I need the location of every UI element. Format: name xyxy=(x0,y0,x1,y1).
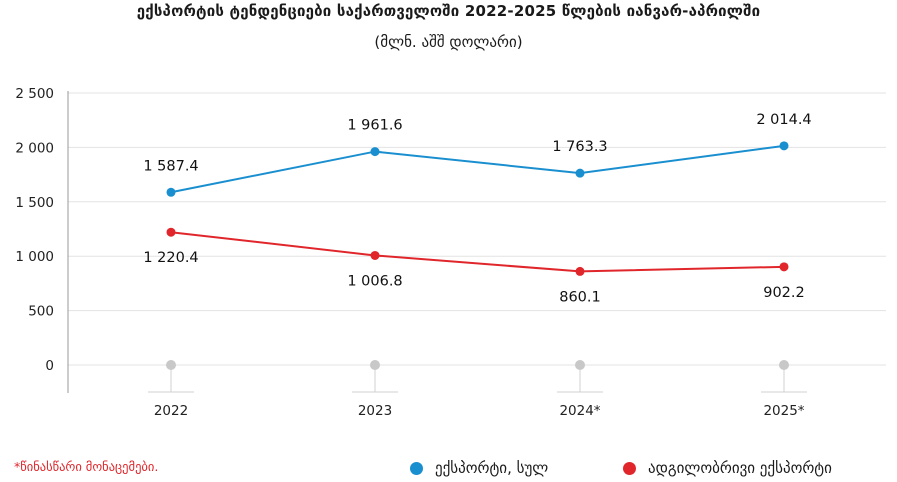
legend-label-domestic: ადგილობრივი ექსპორტი xyxy=(648,459,832,477)
legend-label-total: ექსპორტი, სულ xyxy=(435,459,549,477)
x-tick-label: 2024* xyxy=(559,403,600,419)
zero-marker xyxy=(575,360,585,370)
data-label: 860.1 xyxy=(559,289,601,305)
chart-title: ექსპორტის ტენდენციები საქართველოში 2022-… xyxy=(136,2,761,20)
data-point xyxy=(370,147,380,157)
data-label: 1 587.4 xyxy=(143,158,198,174)
legend-item-total: ექსპორტი, სულ xyxy=(410,459,548,477)
zero-marker xyxy=(370,360,380,370)
x-tick-label: 2025* xyxy=(763,403,804,419)
y-tick-label: 500 xyxy=(28,304,54,320)
y-tick-label: 1 500 xyxy=(15,195,54,211)
x-tick-label: 2023 xyxy=(358,403,392,419)
data-label: 1 763.3 xyxy=(552,139,607,155)
data-point xyxy=(166,227,176,237)
footnote: *წინასწარი მონაცემები. xyxy=(14,459,159,474)
data-point xyxy=(779,141,789,151)
data-point xyxy=(575,266,585,276)
x-tick-label: 2022 xyxy=(154,403,188,419)
data-point xyxy=(575,168,585,178)
data-point xyxy=(166,187,176,197)
data-label: 1 220.4 xyxy=(143,250,198,266)
data-point xyxy=(370,250,380,260)
legend-item-domestic: ადგილობრივი ექსპორტი xyxy=(623,459,832,477)
data-label: 1 961.6 xyxy=(347,118,402,134)
legend-marker-domestic xyxy=(623,461,636,475)
series-line-1 xyxy=(170,231,785,273)
zero-marker xyxy=(166,360,176,370)
y-tick-label: 2 000 xyxy=(15,140,54,156)
legend-marker-total xyxy=(410,461,423,475)
y-tick-label: 0 xyxy=(45,358,54,374)
data-label: 2 014.4 xyxy=(756,112,811,128)
y-tick-label: 1 000 xyxy=(15,249,54,265)
y-tick-label: 2 500 xyxy=(15,86,54,102)
series-line-0 xyxy=(170,144,785,194)
data-label: 1 006.8 xyxy=(347,273,402,289)
data-point xyxy=(779,262,789,272)
chart-subtitle: (მლნ. აშშ დოლარი) xyxy=(374,33,523,51)
data-label: 902.2 xyxy=(763,285,805,301)
zero-marker xyxy=(779,360,789,370)
